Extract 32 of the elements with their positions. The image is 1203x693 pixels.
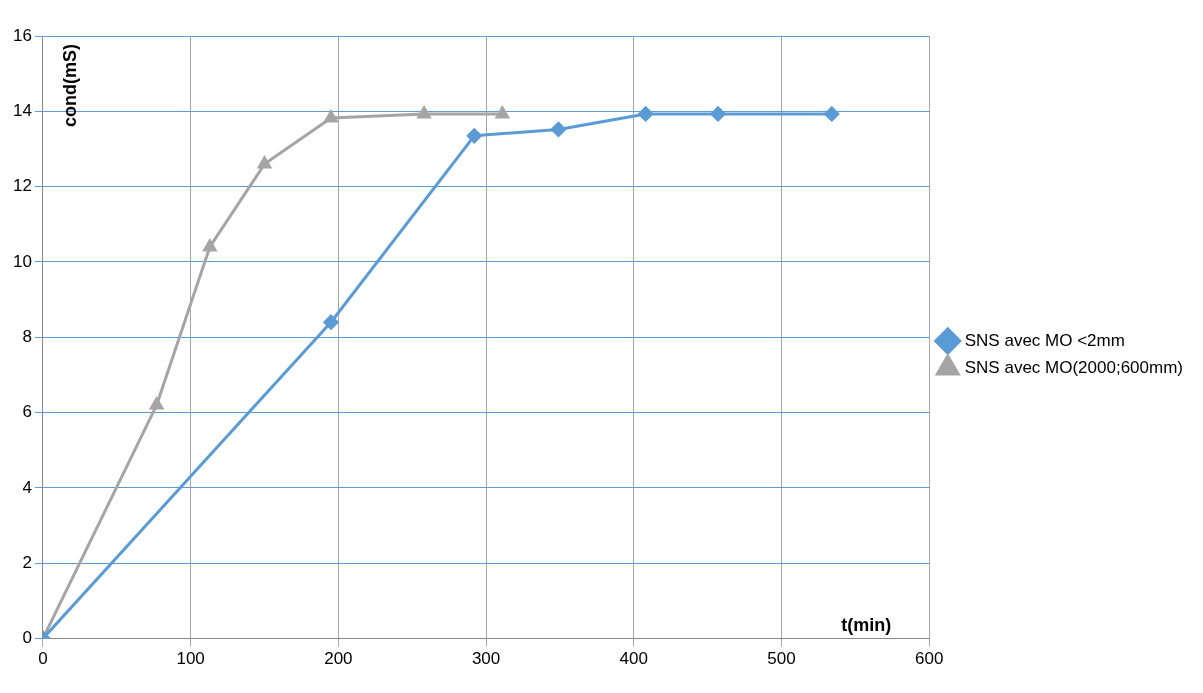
point [149,397,164,410]
y-axis-title: cond(mS) [59,44,80,127]
y-tick-label: 4 [22,477,32,497]
point [323,314,339,330]
x-axis-title: t(min) [841,614,892,635]
y-tick-label: 14 [12,101,32,121]
x-tick-label: 0 [38,649,48,669]
point [466,128,482,144]
legend-label: SNS avec MO(2000;600mm) [964,357,1184,377]
point [638,106,654,122]
point [824,106,840,122]
x-tick-label: 200 [324,649,353,669]
point [324,110,338,123]
point [417,106,431,119]
point [257,156,272,169]
x-tick-label: 400 [619,649,648,669]
x-tick-label: 500 [767,649,796,669]
y-tick-label: 10 [12,251,32,271]
y-tick-label: 12 [12,176,32,196]
legend-label: SNS avec MO <2mm [964,330,1125,350]
y-tick-label: 0 [22,628,32,648]
x-tick-label: 100 [176,649,205,669]
y-tick-label: 8 [22,326,32,346]
x-tick-label: 600 [915,649,944,669]
y-tick-label: 2 [22,552,32,572]
y-tick-label: 16 [12,25,32,45]
y-tick-label: 6 [22,402,32,422]
point [495,106,510,119]
point [550,121,566,137]
point [203,239,217,252]
x-tick-label: 300 [471,649,501,669]
point [710,106,726,122]
